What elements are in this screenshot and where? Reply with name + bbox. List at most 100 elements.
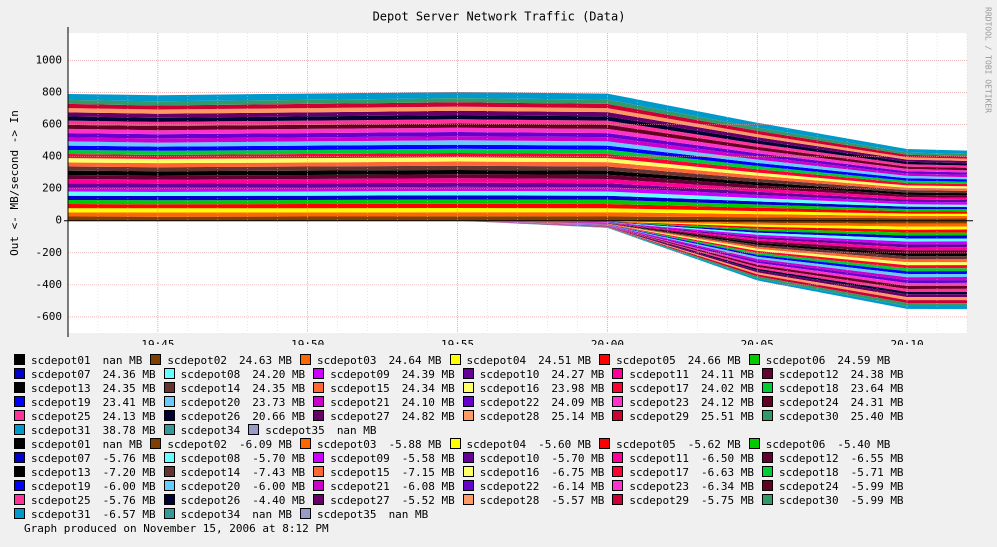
area [68,144,967,182]
area [68,220,967,272]
x-tick-label: 19:50 [291,338,324,345]
legend-value: 24.35 MB [102,382,156,395]
legend-value: 24.59 MB [837,354,891,367]
legend-swatch [748,354,760,365]
legend-swatch [761,410,773,421]
legend-name: scdepot08 [180,452,241,465]
legend-value: 24.63 MB [238,354,292,367]
legend-swatch [163,382,175,393]
legend-value: -6.14 MB [551,480,605,493]
legend-value: nan MB [388,508,429,521]
legend-item: scdepot20 -6.00 MB [163,480,305,494]
legend-swatch [761,396,773,407]
legend-item: scdepot11 -6.50 MB [612,452,754,466]
legend-value: 24.12 MB [700,396,754,409]
legend-value: nan MB [336,424,377,437]
legend-value: 25.14 MB [551,410,605,423]
legend-value: -6.55 MB [850,452,904,465]
legend-out: scdepot01 nan MB scdepot02 -6.09 MB scdepot0… [14,438,986,522]
legend-swatch [14,508,25,519]
legend-swatch [163,466,175,477]
legend-value: -5.76 MB [102,494,156,507]
legend-swatch [163,480,175,491]
legend-value: -6.08 MB [401,480,455,493]
legend-value: -7.20 MB [102,466,156,479]
legend-item: scdepot13 -7.20 MB [14,466,156,480]
legend-name: scdepot25 [31,494,91,507]
legend-value: 24.82 MB [401,410,455,423]
legend-swatch [313,480,325,491]
legend-value: -5.57 MB [551,494,605,507]
legend-value: -5.70 MB [252,452,306,465]
legend-item: scdepot25 24.13 MB [14,410,156,424]
legend-name: scdepot24 [778,396,839,409]
legend-name: scdepot06 [765,438,826,451]
legend-name: scdepot21 [330,480,390,493]
legend-value: -5.76 MB [102,452,156,465]
chart: Depot Server Network Traffic (Data) Out … [8,7,993,351]
legend-name: scdepot12 [778,452,839,465]
legend-item: scdepot24 -5.99 MB [761,480,904,494]
area [68,220,967,301]
legend-swatch [163,424,175,435]
legend-swatch [599,354,611,365]
legend-swatch [313,410,325,421]
legend-swatch [299,438,311,449]
legend-item: scdepot12 24.38 MB [761,368,904,382]
legend-item: scdepot06 24.59 MB [748,354,891,368]
legend-item: scdepot02 -6.09 MB [150,438,292,452]
legend-name: scdepot17 [629,466,689,479]
legend-name: scdepot08 [180,368,241,381]
area [68,123,967,171]
legend-name: scdepot02 [167,354,227,367]
legend-value: 24.39 MB [401,368,455,381]
legend-swatch [462,410,474,421]
legend-item: scdepot12 -6.55 MB [761,452,904,466]
legend-value: -5.52 MB [401,494,455,507]
legend-value: -5.58 MB [401,452,455,465]
legend-value: -6.63 MB [700,466,754,479]
legend-swatch [163,410,175,421]
legend-value: nan MB [102,354,143,367]
y-tick-label: 200 [42,182,62,195]
legend-name: scdepot02 [167,438,227,451]
area [68,199,967,212]
y-tick-label: 800 [42,85,62,98]
legend-name: scdepot15 [330,382,390,395]
legend-item: scdepot18 -5.71 MB [761,466,904,480]
legend-name: scdepot19 [31,480,91,493]
legend-swatch [14,466,25,477]
legend-value: 24.64 MB [388,354,442,367]
legend-swatch [462,494,474,505]
legend-name: scdepot14 [180,466,241,479]
legend-value: -7.43 MB [252,466,306,479]
legend-item: scdepot01 nan MB [14,354,142,368]
x-tick-label: 20:00 [591,338,624,345]
legend-item: scdepot16 -6.75 MB [462,466,604,480]
legend-name: scdepot13 [31,382,91,395]
legend-swatch [612,466,624,477]
area [68,157,967,189]
legend-value: 20.66 MB [252,410,306,423]
legend-swatch [14,452,25,463]
legend-value: -5.60 MB [538,438,592,451]
legend-swatch [612,480,624,491]
legend-swatch [612,382,624,393]
legend-name: scdepot03 [316,438,377,451]
area [68,220,967,254]
legend-swatch [612,494,624,505]
legend-name: scdepot35 [316,508,377,521]
legend-value: -6.50 MB [700,452,754,465]
area [68,220,967,292]
area [68,119,967,168]
legend-value: -5.71 MB [850,466,904,479]
legend-item: scdepot05 -5.62 MB [599,438,741,452]
legend-value: 24.38 MB [850,368,904,381]
grid [67,33,968,333]
legend-value: 24.51 MB [538,354,592,367]
legend-value: 24.13 MB [102,410,156,423]
legend-name: scdepot22 [479,480,540,493]
legend-name: scdepot28 [479,494,540,507]
legend-name: scdepot18 [778,466,839,479]
